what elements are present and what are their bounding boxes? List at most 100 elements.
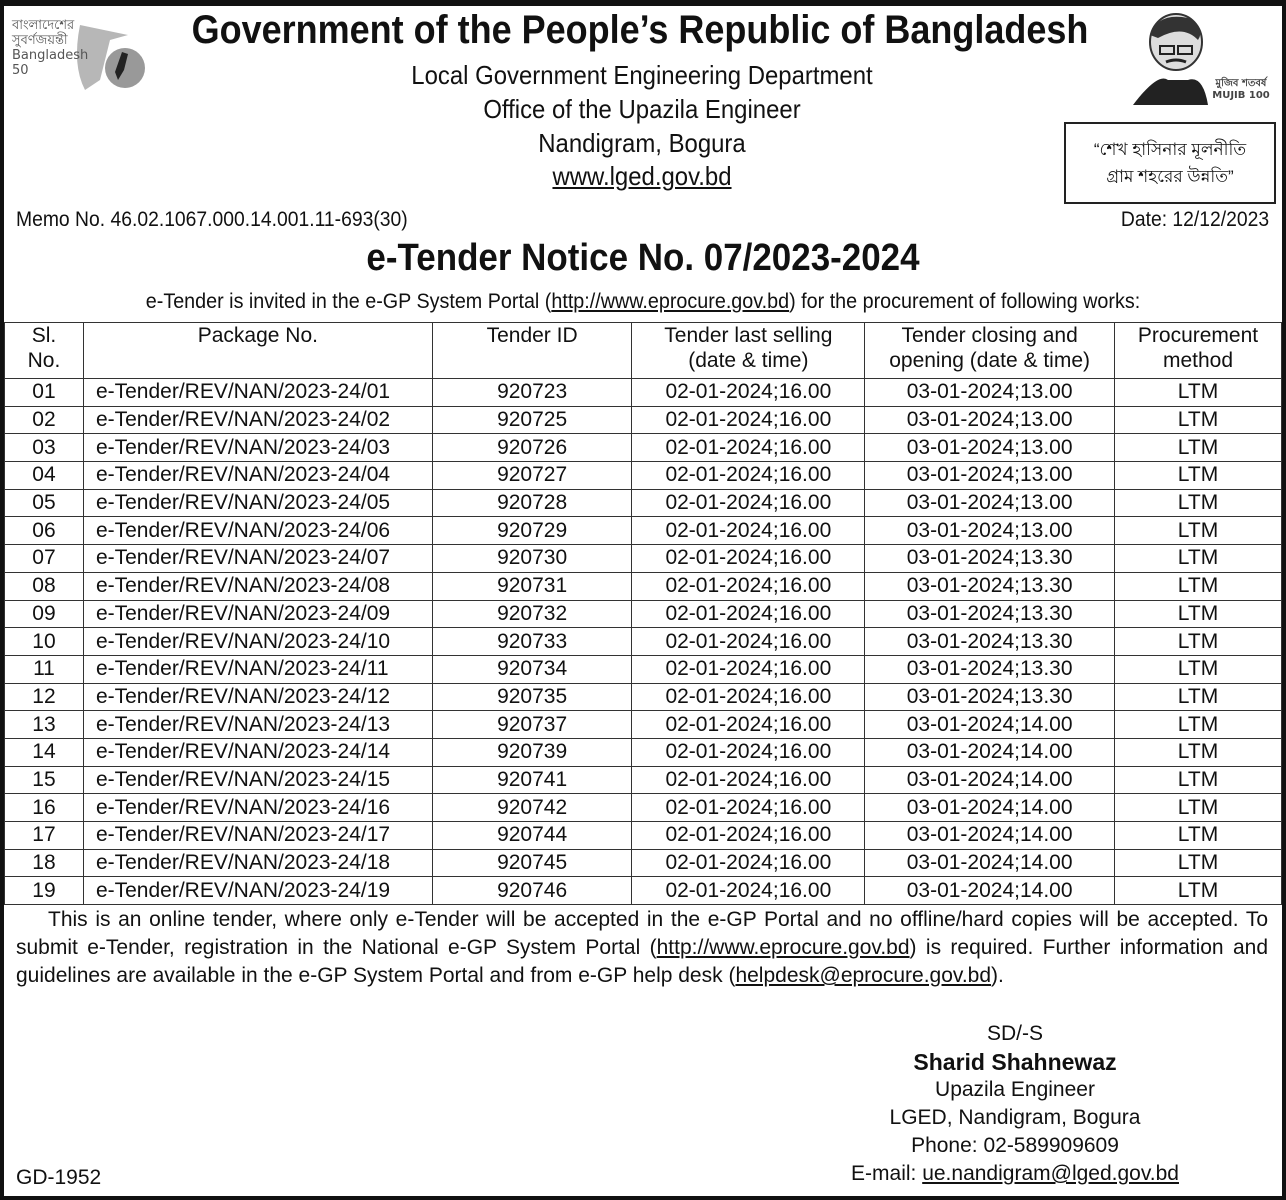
cell-sl-no: 03	[4, 433, 84, 463]
cell-package-no: e-Tender/REV/NAN/2023-24/03	[82, 433, 433, 463]
signatory-designation: Upazila Engineer	[935, 1078, 1095, 1101]
cell-package-no: e-Tender/REV/NAN/2023-24/16	[82, 793, 433, 822]
cell-package-no: e-Tender/REV/NAN/2023-24/19	[82, 876, 433, 906]
cell-procurement-method: LTM	[1114, 405, 1282, 435]
table-row: 03 e-Tender/REV/NAN/2023-24/03 920726 02-01…	[4, 433, 1282, 463]
table-row: 11 e-Tender/REV/NAN/2023-24/11 920734 02-01…	[4, 654, 1282, 684]
department-name: Local Government Engineering Department	[411, 60, 873, 90]
cell-closing-opening: 03-01-2024;13.30	[864, 544, 1115, 573]
office-name: Office of the Upazila Engineer	[483, 94, 801, 124]
memo-number: Memo No. 46.02.1067.000.14.001.11-693(30…	[16, 208, 408, 231]
cell-closing-opening: 03-01-2024;13.30	[864, 571, 1115, 601]
email-link[interactable]: ue.nandigram@lged.gov.bd	[922, 1162, 1179, 1185]
cell-sl-no: 07	[4, 544, 84, 573]
eprocure-link-2[interactable]: http://www.eprocure.gov.bd	[656, 936, 910, 959]
table-row: 13 e-Tender/REV/NAN/2023-24/13 920737 02-01…	[4, 710, 1282, 739]
table-row: 17 e-Tender/REV/NAN/2023-24/17 920744 02-01…	[4, 821, 1282, 850]
cell-package-no: e-Tender/REV/NAN/2023-24/11	[82, 654, 433, 684]
cell-package-no: e-Tender/REV/NAN/2023-24/12	[82, 682, 433, 712]
cell-closing-opening: 03-01-2024;14.00	[864, 821, 1115, 850]
note-part-2: ) is required. Further information and g…	[16, 936, 1268, 987]
helpdesk-email-link[interactable]: helpdesk@eprocure.gov.bd	[735, 964, 992, 987]
cell-package-no: e-Tender/REV/NAN/2023-24/08	[82, 571, 433, 601]
cell-closing-opening: 03-01-2024;14.00	[864, 793, 1115, 822]
cell-sl-no: 01	[4, 378, 84, 407]
cell-tender-id: 920731	[431, 571, 633, 601]
cell-tender-id: 920726	[431, 433, 633, 463]
cell-sl-no: 13	[4, 710, 84, 739]
cell-tender-id: 920734	[431, 654, 633, 684]
table-row: 09 e-Tender/REV/NAN/2023-24/09 920732 02-01…	[4, 599, 1282, 629]
mujib-100-logo	[1133, 13, 1208, 105]
cell-procurement-method: LTM	[1114, 654, 1282, 684]
office-location: Nandigram, Bogura	[538, 128, 746, 158]
slogan-box: “শেখ হাসিনার মূলনীতি গ্রাম শহরের উন্নতি”	[1064, 122, 1276, 204]
cell-sl-no: 10	[4, 627, 84, 656]
cell-sl-no: 17	[4, 821, 84, 850]
tender-table: Sl. No. Package No. Tender ID Tender las…	[4, 322, 1282, 906]
cell-procurement-method: LTM	[1114, 848, 1282, 878]
cell-sl-no: 04	[4, 461, 84, 490]
table-row: 04 e-Tender/REV/NAN/2023-24/04 920727 02-01…	[4, 461, 1282, 490]
table-row: 16 e-Tender/REV/NAN/2023-24/16 920742 02-01…	[4, 793, 1282, 822]
table-header-row: Sl. No. Package No. Tender ID Tender las…	[4, 322, 1282, 379]
slogan-line-2: গ্রাম শহরের উন্নতি”	[1106, 167, 1234, 186]
cell-last-selling: 02-01-2024;16.00	[631, 378, 866, 407]
cell-last-selling: 02-01-2024;16.00	[631, 793, 866, 822]
cell-closing-opening: 03-01-2024;13.30	[864, 682, 1115, 712]
cell-closing-opening: 03-01-2024;13.00	[864, 433, 1115, 463]
signed-mark: SD/-S	[986, 1022, 1043, 1045]
eprocure-link[interactable]: http://www.eprocure.gov.bd	[551, 290, 790, 313]
cell-closing-opening: 03-01-2024;13.30	[864, 654, 1115, 684]
cell-package-no: e-Tender/REV/NAN/2023-24/01	[82, 378, 433, 407]
cell-sl-no: 09	[4, 599, 84, 629]
cell-closing-opening: 03-01-2024;13.00	[864, 461, 1115, 490]
table-row: 12 e-Tender/REV/NAN/2023-24/12 920735 02-01…	[4, 682, 1282, 712]
cell-procurement-method: LTM	[1114, 821, 1282, 850]
cell-tender-id: 920742	[431, 793, 633, 822]
cell-package-no: e-Tender/REV/NAN/2023-24/17	[82, 821, 433, 850]
header-package-no: Package No.	[82, 322, 433, 379]
cell-closing-opening: 03-01-2024;14.00	[864, 848, 1115, 878]
signature-block: SD/-S Sharid Shahnewaz Upazila Engineer …	[830, 1020, 1200, 1188]
cell-tender-id: 920746	[431, 876, 633, 906]
cell-last-selling: 02-01-2024;16.00	[631, 571, 866, 601]
cell-procurement-method: LTM	[1114, 876, 1282, 906]
cell-tender-id: 920745	[431, 848, 633, 878]
cell-last-selling: 02-01-2024;16.00	[631, 682, 866, 712]
cell-tender-id: 920733	[431, 627, 633, 656]
cell-sl-no: 18	[4, 848, 84, 878]
cell-closing-opening: 03-01-2024;14.00	[864, 737, 1115, 767]
cell-procurement-method: LTM	[1114, 710, 1282, 739]
cell-sl-no: 06	[4, 516, 84, 546]
cell-tender-id: 920728	[431, 488, 633, 518]
cell-last-selling: 02-01-2024;16.00	[631, 461, 866, 490]
website-link[interactable]: www.lged.gov.bd	[327, 161, 956, 192]
cell-closing-opening: 03-01-2024;13.00	[864, 378, 1115, 407]
page-title: Government of the People’s Republic of B…	[191, 8, 1089, 52]
cell-closing-opening: 03-01-2024;13.30	[864, 599, 1115, 629]
cell-last-selling: 02-01-2024;16.00	[631, 544, 866, 573]
cell-closing-opening: 03-01-2024;13.00	[864, 516, 1115, 546]
cell-package-no: e-Tender/REV/NAN/2023-24/15	[82, 765, 433, 795]
website-link-text[interactable]: www.lged.gov.bd	[552, 161, 732, 191]
email-label: E-mail:	[851, 1162, 923, 1185]
intro-before: e-Tender is invited in the e-GP System P…	[145, 290, 552, 313]
cell-sl-no: 19	[4, 876, 84, 906]
header-closing-opening: Tender closing and opening (date & time)	[864, 322, 1115, 379]
cell-package-no: e-Tender/REV/NAN/2023-24/14	[82, 737, 433, 767]
cell-package-no: e-Tender/REV/NAN/2023-24/18	[82, 848, 433, 878]
cell-last-selling: 02-01-2024;16.00	[631, 710, 866, 739]
intro-after: ) for the procurement of following works…	[789, 290, 1141, 313]
cell-tender-id: 920739	[431, 737, 633, 767]
cell-sl-no: 14	[4, 737, 84, 767]
table-row: 19 e-Tender/REV/NAN/2023-24/19 920746 02-01…	[4, 876, 1282, 906]
golden-jubilee-logo	[76, 25, 145, 90]
cell-procurement-method: LTM	[1114, 682, 1282, 712]
header-sl-no: Sl. No.	[4, 322, 84, 379]
cell-last-selling: 02-01-2024;16.00	[631, 848, 866, 878]
cell-package-no: e-Tender/REV/NAN/2023-24/09	[82, 599, 433, 629]
cell-procurement-method: LTM	[1114, 599, 1282, 629]
cell-tender-id: 920732	[431, 599, 633, 629]
